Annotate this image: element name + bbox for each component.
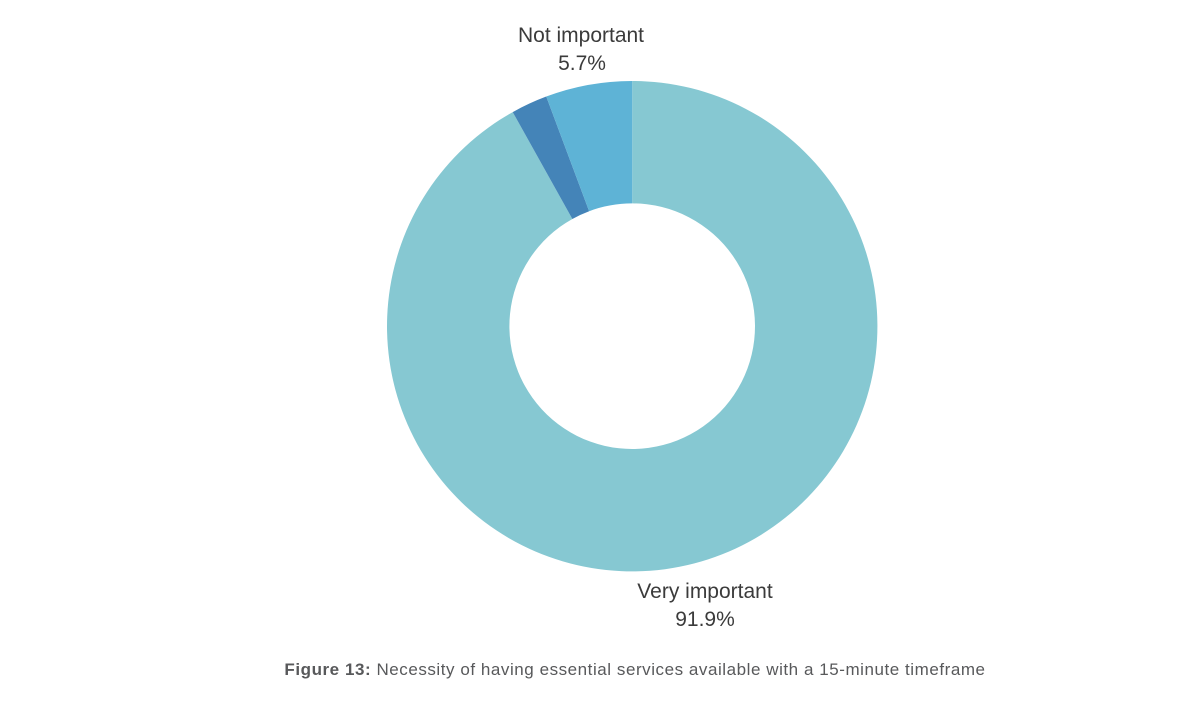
svg-text:Not important: Not important <box>518 24 644 47</box>
svg-text:5.7%: 5.7% <box>558 52 606 75</box>
svg-text:91.9%: 91.9% <box>675 608 735 631</box>
svg-text:Very important: Very important <box>637 580 773 603</box>
svg-text:Figure 13: Necessity of having: Figure 13: Necessity of having essential… <box>284 660 985 679</box>
